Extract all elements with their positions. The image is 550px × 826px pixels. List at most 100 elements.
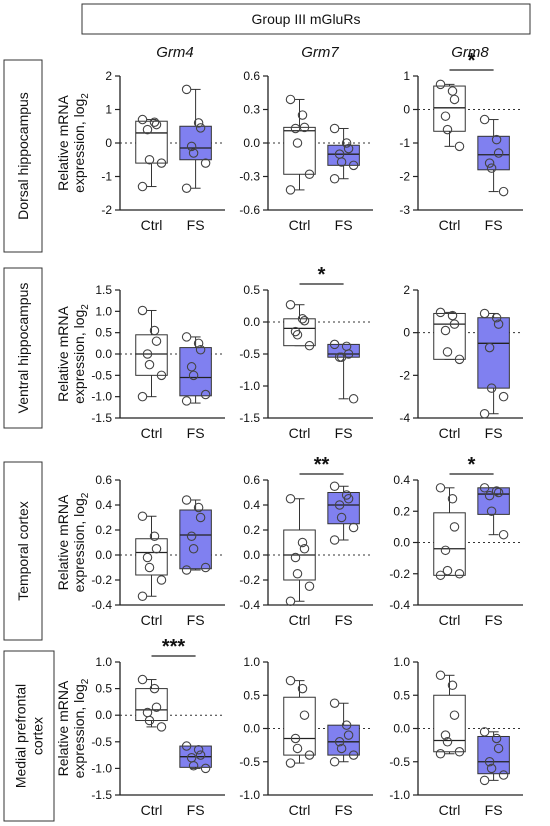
data-point [144,562,155,573]
data-point [304,169,315,180]
data-point [299,543,310,554]
y-tick-label: -1.5 [239,411,260,425]
data-point [297,314,308,324]
data-point [341,720,352,730]
gene-title-grm7: Grm7 [301,44,339,61]
data-point [142,349,153,359]
data-point [137,674,148,685]
data-point [156,575,167,585]
y-tick-label: -1 [101,170,112,184]
data-point [200,158,211,168]
data-point [156,158,167,168]
data-point [442,565,453,576]
data-point [343,143,354,154]
data-point [329,339,340,350]
ctrl-box [433,512,466,576]
x-category-label: Ctrl [439,612,461,628]
data-point [151,336,162,346]
y-tick-label: 0.5 [393,688,410,702]
data-point [486,383,497,393]
gene-title-grm8: Grm8 [451,44,489,61]
x-category-label: FS [485,612,503,628]
fs-box [179,509,212,570]
box-plot-panel: -1.5 -1.0 -0.5 0.0 0.5 1.0 Ctrl FS *** Relative m… [55,636,225,818]
data-point [200,562,211,573]
y-tick-label: 1 [105,103,112,117]
data-point [304,340,315,351]
y-tick-label: 0.6 [243,69,260,83]
data-point [348,394,359,404]
ctrl-box [433,312,466,360]
data-point [343,730,354,740]
y-axis-label: Relative mRNA [55,494,71,590]
data-point [292,743,303,754]
data-point [297,683,308,694]
y-tick-label: -0.3 [239,170,260,184]
data-point [348,160,359,171]
y-tick-label: -0.6 [239,203,260,217]
y-tick-label: -0.5 [91,735,112,749]
x-category-label: FS [187,217,205,233]
data-point [484,756,495,767]
data-point [493,743,504,754]
y-tick-label: 0.5 [95,326,112,340]
x-category-label: Ctrl [289,425,311,441]
box-plot-panel: -4 -2 0 2 Ctrl FS [399,283,523,441]
x-category-label: Ctrl [439,802,461,818]
data-point [491,312,502,323]
data-point [299,122,310,133]
data-point [195,512,206,523]
y-tick-label: 0.3 [243,103,260,117]
data-point [186,531,197,541]
data-point [442,347,453,357]
y-tick-label: 0.0 [393,722,410,736]
data-point [334,737,345,747]
data-point [137,305,148,316]
box-plot-panel: -1.0 -0.5 0.0 0.5 1.0 Ctrl FS [389,655,523,818]
data-point [341,138,352,148]
data-point [440,545,451,556]
y-tick-label: 0.0 [95,708,112,722]
data-point [181,332,192,342]
data-point [285,493,296,504]
box-plot-panel: -1.5 -1.0 -0.5 0.0 0.5 Ctrl FS * [239,264,373,441]
data-point [435,307,446,318]
data-point [290,733,301,744]
x-category-label: FS [335,425,353,441]
data-point [137,511,148,521]
data-point [491,134,502,145]
data-point [181,183,192,193]
data-point [454,354,465,365]
data-point [486,506,497,516]
data-point [348,522,359,533]
x-category-label: Ctrl [439,217,461,233]
data-point [435,79,446,90]
x-category-label: Ctrl [289,802,311,818]
data-point [292,568,303,579]
data-point [193,502,204,513]
ctrl-box [433,694,466,753]
data-point [193,118,204,128]
data-point [498,186,509,197]
y-tick-label: -0.5 [91,368,112,382]
data-point [137,391,148,402]
data-point [142,552,153,563]
data-point [285,185,296,195]
y-tick-label: -0.4 [91,598,112,612]
y-tick-label: 0.0 [243,722,260,736]
box-plot-panel: -3 -2 -1 0 1 Ctrl FS * [399,50,523,233]
x-category-label: Ctrl [141,612,163,628]
region-label-box: Ventral hippocampus [3,267,43,429]
data-point [435,670,446,681]
data-point [188,370,199,381]
region-label-box: Temporal cortex [3,461,43,641]
y-axis-label: Relative mRNA [55,680,71,776]
box-plot-panel: -0.4 -0.2 0.0 0.2 0.4 0.6 Ctrl FS ** [239,454,373,628]
data-point [181,565,192,575]
data-point [188,148,199,158]
y-tick-label: -1.5 [91,411,112,425]
data-point [447,493,458,504]
y-tick-label: -0.2 [239,573,260,587]
y-tick-label: 0.0 [95,548,112,562]
